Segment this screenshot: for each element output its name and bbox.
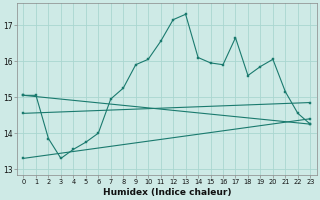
X-axis label: Humidex (Indice chaleur): Humidex (Indice chaleur) bbox=[103, 188, 231, 197]
